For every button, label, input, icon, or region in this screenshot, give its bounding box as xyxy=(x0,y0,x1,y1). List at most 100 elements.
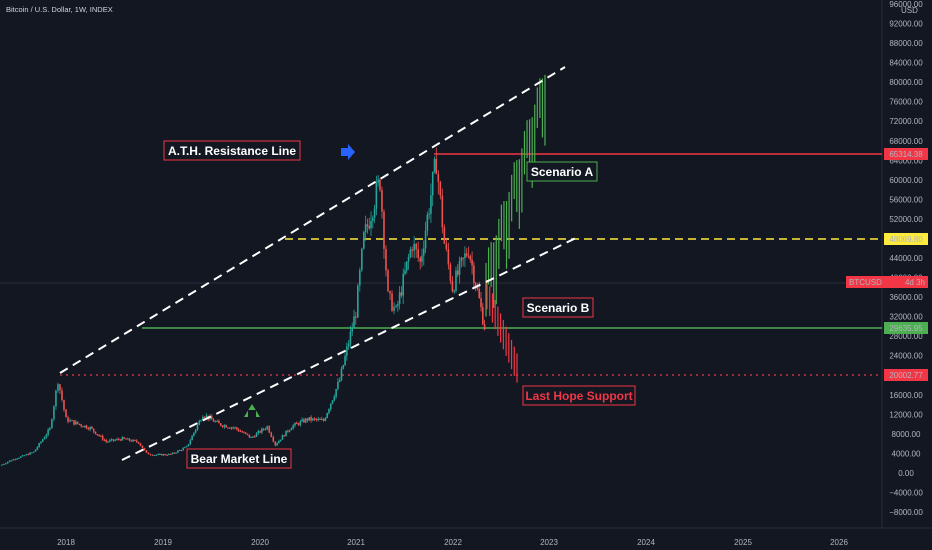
candle-body xyxy=(288,430,291,432)
candle-body xyxy=(303,419,305,423)
candle-body xyxy=(439,181,442,196)
candle-body xyxy=(381,189,383,212)
candle-body xyxy=(166,454,168,456)
x-tick-label: 2022 xyxy=(444,538,462,547)
candle-body xyxy=(415,244,417,250)
y-tick-label: 36000.00 xyxy=(889,293,923,302)
ath-resistance-label[interactable]: A.T.H. Resistance Line xyxy=(163,140,301,161)
bear-market-label[interactable]: Bear Market Line xyxy=(186,448,292,469)
y-tick-label: 44000.00 xyxy=(889,254,923,263)
candle-body xyxy=(375,182,378,209)
candle-body xyxy=(346,346,348,356)
candle-body xyxy=(223,425,226,427)
candle-body xyxy=(292,425,294,429)
scenario-b-text: Scenario B xyxy=(527,301,590,315)
candle-body xyxy=(147,452,150,455)
candle-body xyxy=(187,444,190,447)
candle-body xyxy=(321,419,323,421)
candle-body xyxy=(121,437,124,441)
x-tick-label: 2025 xyxy=(734,538,752,547)
candle-body xyxy=(351,328,354,332)
candle-body xyxy=(290,428,293,431)
last-hope-price-tag[interactable]: 20002.77 xyxy=(884,369,928,381)
candle-body xyxy=(59,384,61,391)
candle-body xyxy=(1,464,3,466)
candle-body xyxy=(355,316,357,318)
candle-body xyxy=(297,423,300,425)
ath-price-tag[interactable]: 65314.38 xyxy=(884,148,928,160)
candle-body xyxy=(451,281,454,292)
bear-market-text: Bear Market Line xyxy=(191,452,288,466)
candle-body xyxy=(177,450,179,453)
blue-arrow-icon xyxy=(341,144,355,160)
candle-body xyxy=(112,439,115,441)
candle-body xyxy=(476,287,479,290)
scenario-a-label[interactable]: Scenario A xyxy=(526,161,598,182)
symbol-price-tag[interactable]: BTCUSD 4d 3h xyxy=(846,276,928,288)
candle-body xyxy=(366,224,369,227)
y-tick-label: −8000.00 xyxy=(889,508,923,517)
candle-body xyxy=(324,417,327,421)
candle-body xyxy=(85,425,88,429)
price-axis-panel[interactable] xyxy=(882,0,932,528)
candle-body xyxy=(18,457,20,459)
candle-body xyxy=(135,440,138,443)
candle-body xyxy=(219,423,222,426)
candle-body xyxy=(225,425,227,428)
y-tick-label: 72000.00 xyxy=(889,117,923,126)
candle-body xyxy=(203,416,206,418)
bear-market-trendline[interactable] xyxy=(121,235,581,461)
candle-body xyxy=(94,431,97,435)
ath-resistance-trendline[interactable] xyxy=(59,66,566,374)
candle-body xyxy=(126,438,129,440)
scenario-b-label[interactable]: Scenario B xyxy=(522,297,594,318)
candle-body xyxy=(89,427,91,430)
support-price-tag[interactable]: 29635.95 xyxy=(884,322,928,334)
candle-body xyxy=(389,291,391,294)
candle-body xyxy=(69,420,71,422)
candle-body xyxy=(441,195,444,228)
candle-body xyxy=(264,429,267,431)
candle-body xyxy=(257,431,260,434)
candle-body xyxy=(331,400,334,404)
candle-body xyxy=(445,243,448,250)
y-tick-label: 80000.00 xyxy=(889,78,923,87)
candle-body xyxy=(47,429,49,435)
candle-body xyxy=(168,453,170,456)
candle-body xyxy=(294,422,296,426)
candle-body xyxy=(421,255,423,262)
candle-body xyxy=(285,430,287,437)
candle-body xyxy=(193,432,195,436)
candle-body xyxy=(411,249,413,251)
candle-body xyxy=(281,435,284,440)
candle-body xyxy=(92,428,95,432)
candle-body xyxy=(178,450,181,452)
candle-body xyxy=(101,435,104,440)
candle-body xyxy=(205,415,208,418)
candle-body xyxy=(125,438,127,440)
candle-body xyxy=(23,455,26,457)
candle-body xyxy=(76,421,79,424)
y-tick-label: 12000.00 xyxy=(889,410,923,419)
candle-body xyxy=(283,435,286,437)
candle-body xyxy=(312,418,314,421)
candle-body xyxy=(276,443,278,446)
candle-body xyxy=(41,439,44,442)
mid-price-tag[interactable]: 48069.80 xyxy=(884,233,928,245)
candle-body xyxy=(175,452,177,454)
candle-body xyxy=(419,257,421,262)
candle-body xyxy=(387,270,389,292)
candle-body xyxy=(467,255,470,257)
ath-price-text: 65314.38 xyxy=(889,150,923,159)
candle-body xyxy=(344,355,346,366)
candle-body xyxy=(27,454,30,456)
candle-body xyxy=(483,324,486,330)
candle-body xyxy=(155,454,158,456)
candle-body xyxy=(221,425,224,427)
candle-body xyxy=(426,214,429,231)
candle-body xyxy=(57,384,59,391)
candle-body xyxy=(328,409,330,414)
last-hope-label[interactable]: Last Hope Support xyxy=(522,385,636,406)
candle-body xyxy=(194,429,197,433)
